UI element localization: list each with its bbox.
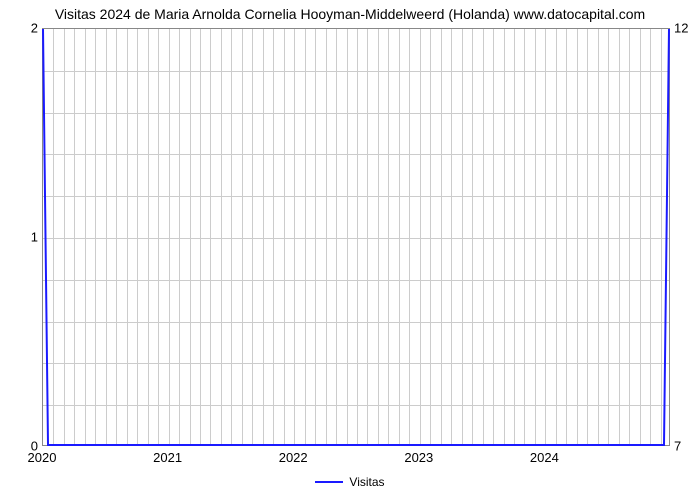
y-tick-label: 1 — [8, 230, 38, 245]
x-tick-label: 2020 — [28, 450, 57, 465]
y-tick-label: 2 — [8, 21, 38, 36]
x-tick-label: 2023 — [404, 450, 433, 465]
x-tick-label: 2024 — [530, 450, 559, 465]
series-line — [43, 29, 669, 445]
legend: Visitas — [0, 474, 700, 489]
chart-title: Visitas 2024 de Maria Arnolda Cornelia H… — [0, 6, 700, 22]
legend-swatch — [315, 481, 343, 483]
secondary-y-bottom-label: 7 — [674, 439, 681, 454]
secondary-y-top-label: 12 — [674, 21, 688, 36]
series-layer — [43, 29, 669, 445]
x-tick-label: 2022 — [279, 450, 308, 465]
legend-label: Visitas — [349, 475, 384, 489]
plot-area — [42, 28, 670, 446]
x-tick-label: 2021 — [153, 450, 182, 465]
